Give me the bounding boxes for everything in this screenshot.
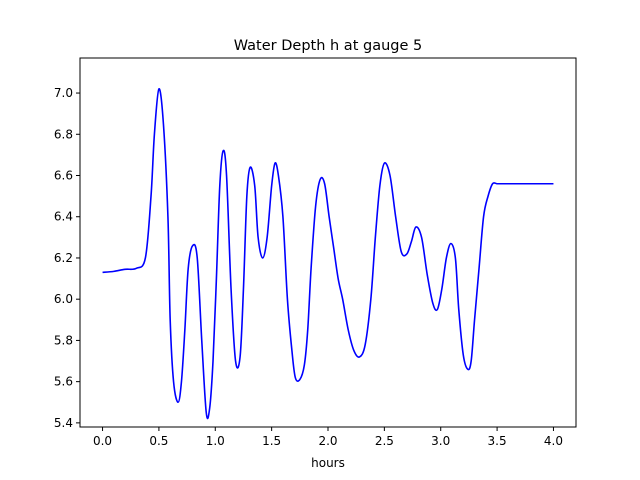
x-tick-label: 4.0 bbox=[544, 434, 563, 448]
x-tick-label: 1.0 bbox=[206, 434, 225, 448]
y-tick-label: 7.0 bbox=[54, 86, 73, 100]
y-tick-label: 6.2 bbox=[54, 251, 73, 265]
x-tick-label: 2.5 bbox=[375, 434, 394, 448]
x-tick-label: 3.5 bbox=[488, 434, 507, 448]
y-tick-label: 6.8 bbox=[54, 127, 73, 141]
x-tick-label: 2.0 bbox=[318, 434, 337, 448]
plot-area bbox=[102, 88, 554, 420]
series-line-0 bbox=[102, 88, 554, 420]
x-tick-label: 1.5 bbox=[262, 434, 281, 448]
chart-title: Water Depth h at gauge 5 bbox=[234, 38, 422, 54]
plot-frame bbox=[79, 57, 577, 428]
y-tick-label: 6.0 bbox=[54, 292, 73, 306]
y-tick-label: 5.8 bbox=[54, 333, 73, 347]
x-tick-label: 3.0 bbox=[431, 434, 450, 448]
x-axis: 0.0 0.5 1.0 1.5 2.0 2.5 3.0 3.5 4.0 bbox=[93, 427, 563, 448]
y-tick-label: 5.4 bbox=[54, 416, 73, 430]
x-tick-label: 0.0 bbox=[93, 434, 112, 448]
x-tick-label: 0.5 bbox=[149, 434, 168, 448]
y-axis: 5.4 5.6 5.8 6.0 6.2 6.4 6.6 6.8 7.0 bbox=[54, 86, 80, 430]
y-tick-label: 6.4 bbox=[54, 210, 73, 224]
x-axis-label: hours bbox=[311, 456, 345, 470]
y-tick-label: 6.6 bbox=[54, 169, 73, 183]
y-tick-label: 5.6 bbox=[54, 375, 73, 389]
